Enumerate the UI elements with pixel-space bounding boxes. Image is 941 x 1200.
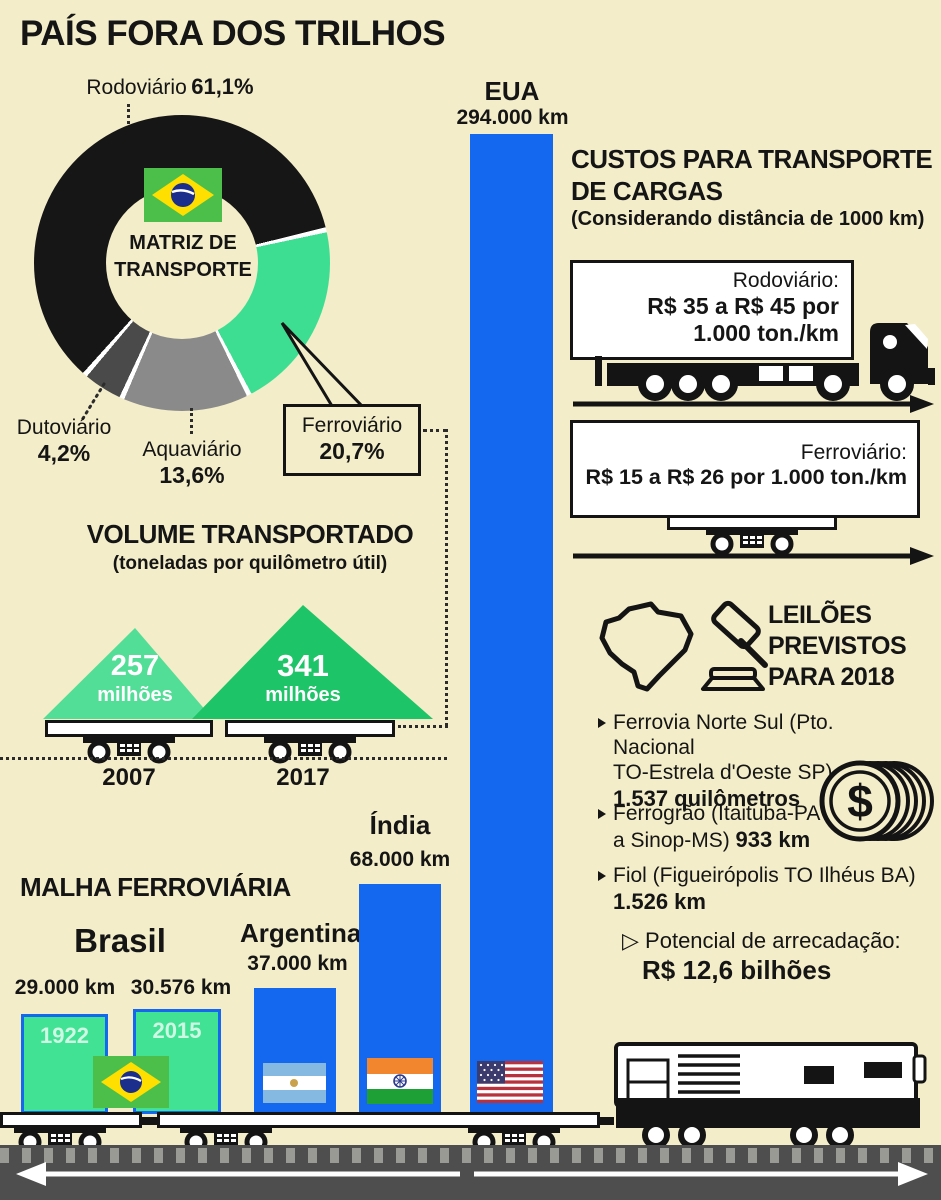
- donut-center-label: MATRIZ DE TRANSPORTE: [114, 232, 252, 281]
- eua-label: EUA: [484, 76, 540, 106]
- dutoviario-label: Dutoviário 4,2%: [16, 416, 112, 466]
- usa-flag-icon: [477, 1061, 543, 1103]
- right-arrow-icon: [474, 1162, 928, 1186]
- leiloes-item-3: Fiol (Figueirópolis TO Ilhéus BA) 1.526 …: [598, 863, 928, 915]
- connector-dotted-v: [445, 429, 448, 726]
- track-ties: [0, 1148, 941, 1163]
- volume-subtitle: (toneladas por quilômetro útil): [112, 553, 388, 574]
- svg-text:$: $: [847, 775, 873, 827]
- flatcar-2017: [225, 720, 395, 737]
- bogie-wheels-icon: [264, 736, 356, 764]
- argentina-value: 37.000 km: [247, 952, 348, 975]
- volume-triangles: [43, 605, 433, 719]
- leiloes-item-1: Ferrovia Norte Sul (Pto. Nacional TO-Est…: [598, 710, 898, 812]
- left-arrow-icon: [16, 1162, 460, 1186]
- volume-2017-unit: milhões: [265, 684, 341, 706]
- bullet-icon: [598, 871, 606, 881]
- custo-ferroviario-box: Ferroviário: R$ 15 a R$ 26 por 1.000 ton…: [570, 420, 920, 518]
- money-coins-icon: $: [819, 760, 934, 842]
- matriz-donut-chart: [34, 115, 330, 411]
- volume-track-dotted: [0, 757, 447, 760]
- bullet-icon: [598, 718, 606, 728]
- brazil-map-and-gavel-icon: [599, 600, 768, 692]
- custos-title-line2: DE CARGAS: [571, 176, 723, 206]
- train-platform-right: [157, 1112, 600, 1128]
- triangle-2007: [43, 628, 213, 719]
- brazil-flag-icon: [93, 1056, 169, 1108]
- gavel-icon: [701, 600, 768, 691]
- page-title: PAÍS FORA DOS TRILHOS: [20, 14, 446, 53]
- india-label: Índia: [369, 810, 431, 840]
- volume-year-2007: 2007: [102, 764, 156, 791]
- eua-value: 294.000 km: [456, 106, 569, 129]
- brasil-2015-value: 30.576 km: [130, 976, 232, 999]
- dutoviario-callout-line: [80, 382, 106, 422]
- custos-subtitle: (Considerando distância de 1000 km): [571, 208, 925, 230]
- malha-title: MALHA FERROVIÁRIA: [20, 872, 291, 902]
- aquaviario-label: Aquaviário 13,6%: [142, 438, 242, 488]
- custos-title-line1: CUSTOS PARA TRANSPORTE: [571, 144, 933, 174]
- connector-dotted-h2: [398, 725, 448, 728]
- india-flag-icon: [367, 1058, 433, 1104]
- ferroviario-pointer: [280, 321, 366, 408]
- bogie-wheels-icon: [706, 528, 798, 556]
- india-value: 68.000 km: [349, 848, 451, 871]
- leiloes-item-2: Ferrogrão (Itaituba-PA a Sinop-MS) 933 k…: [598, 801, 858, 853]
- brasil-label: Brasil: [74, 922, 166, 959]
- volume-title: VOLUME TRANSPORTADO: [86, 519, 414, 549]
- coupling: [142, 1117, 158, 1125]
- open-triangle-icon: ▷: [622, 928, 639, 953]
- triangle-2017: [192, 605, 433, 719]
- rodoviario-label: Rodoviário 61,1%: [86, 74, 254, 99]
- coupling: [599, 1117, 614, 1125]
- bogie-wheels-icon: [83, 736, 175, 764]
- argentina-flag-icon: [263, 1063, 326, 1103]
- flatcar-2007: [45, 720, 213, 737]
- brazil-map-icon: [599, 601, 694, 692]
- custo-rodoviario-box: Rodoviário: R$ 35 a R$ 45 por 1.000 ton.…: [570, 260, 854, 360]
- volume-2007-unit: milhões: [97, 684, 173, 706]
- track-arrows: [16, 1162, 928, 1186]
- road-arrow-icon: [573, 395, 934, 413]
- leiloes-potential: ▷ Potencial de arrecadação: R$ 12,6 bilh…: [622, 928, 901, 985]
- aquaviario-callout-line: [190, 408, 193, 434]
- locomotive-icon: [614, 1042, 927, 1149]
- connector-dotted-h1: [423, 429, 447, 432]
- bullet-icon: [598, 809, 606, 819]
- argentina-label: Argentina: [240, 918, 362, 948]
- bar-eua: [470, 134, 553, 1114]
- ferroviario-callout-box: Ferroviário 20,7%: [283, 404, 421, 476]
- volume-2007-value: 257: [110, 650, 160, 682]
- volume-year-2017: 2017: [276, 764, 330, 791]
- leiloes-title: LEILÕES PREVISTOS PARA 2018: [768, 601, 907, 691]
- brasil-1922-value: 29.000 km: [14, 976, 116, 999]
- volume-2017-value: 341: [277, 648, 329, 683]
- rodoviario-callout-line: [127, 104, 130, 124]
- brazil-flag-icon: [144, 168, 222, 222]
- truck-icon: [595, 323, 935, 401]
- rail-arrow-icon: [573, 547, 934, 565]
- bogie-wheels-icon: [180, 1126, 272, 1154]
